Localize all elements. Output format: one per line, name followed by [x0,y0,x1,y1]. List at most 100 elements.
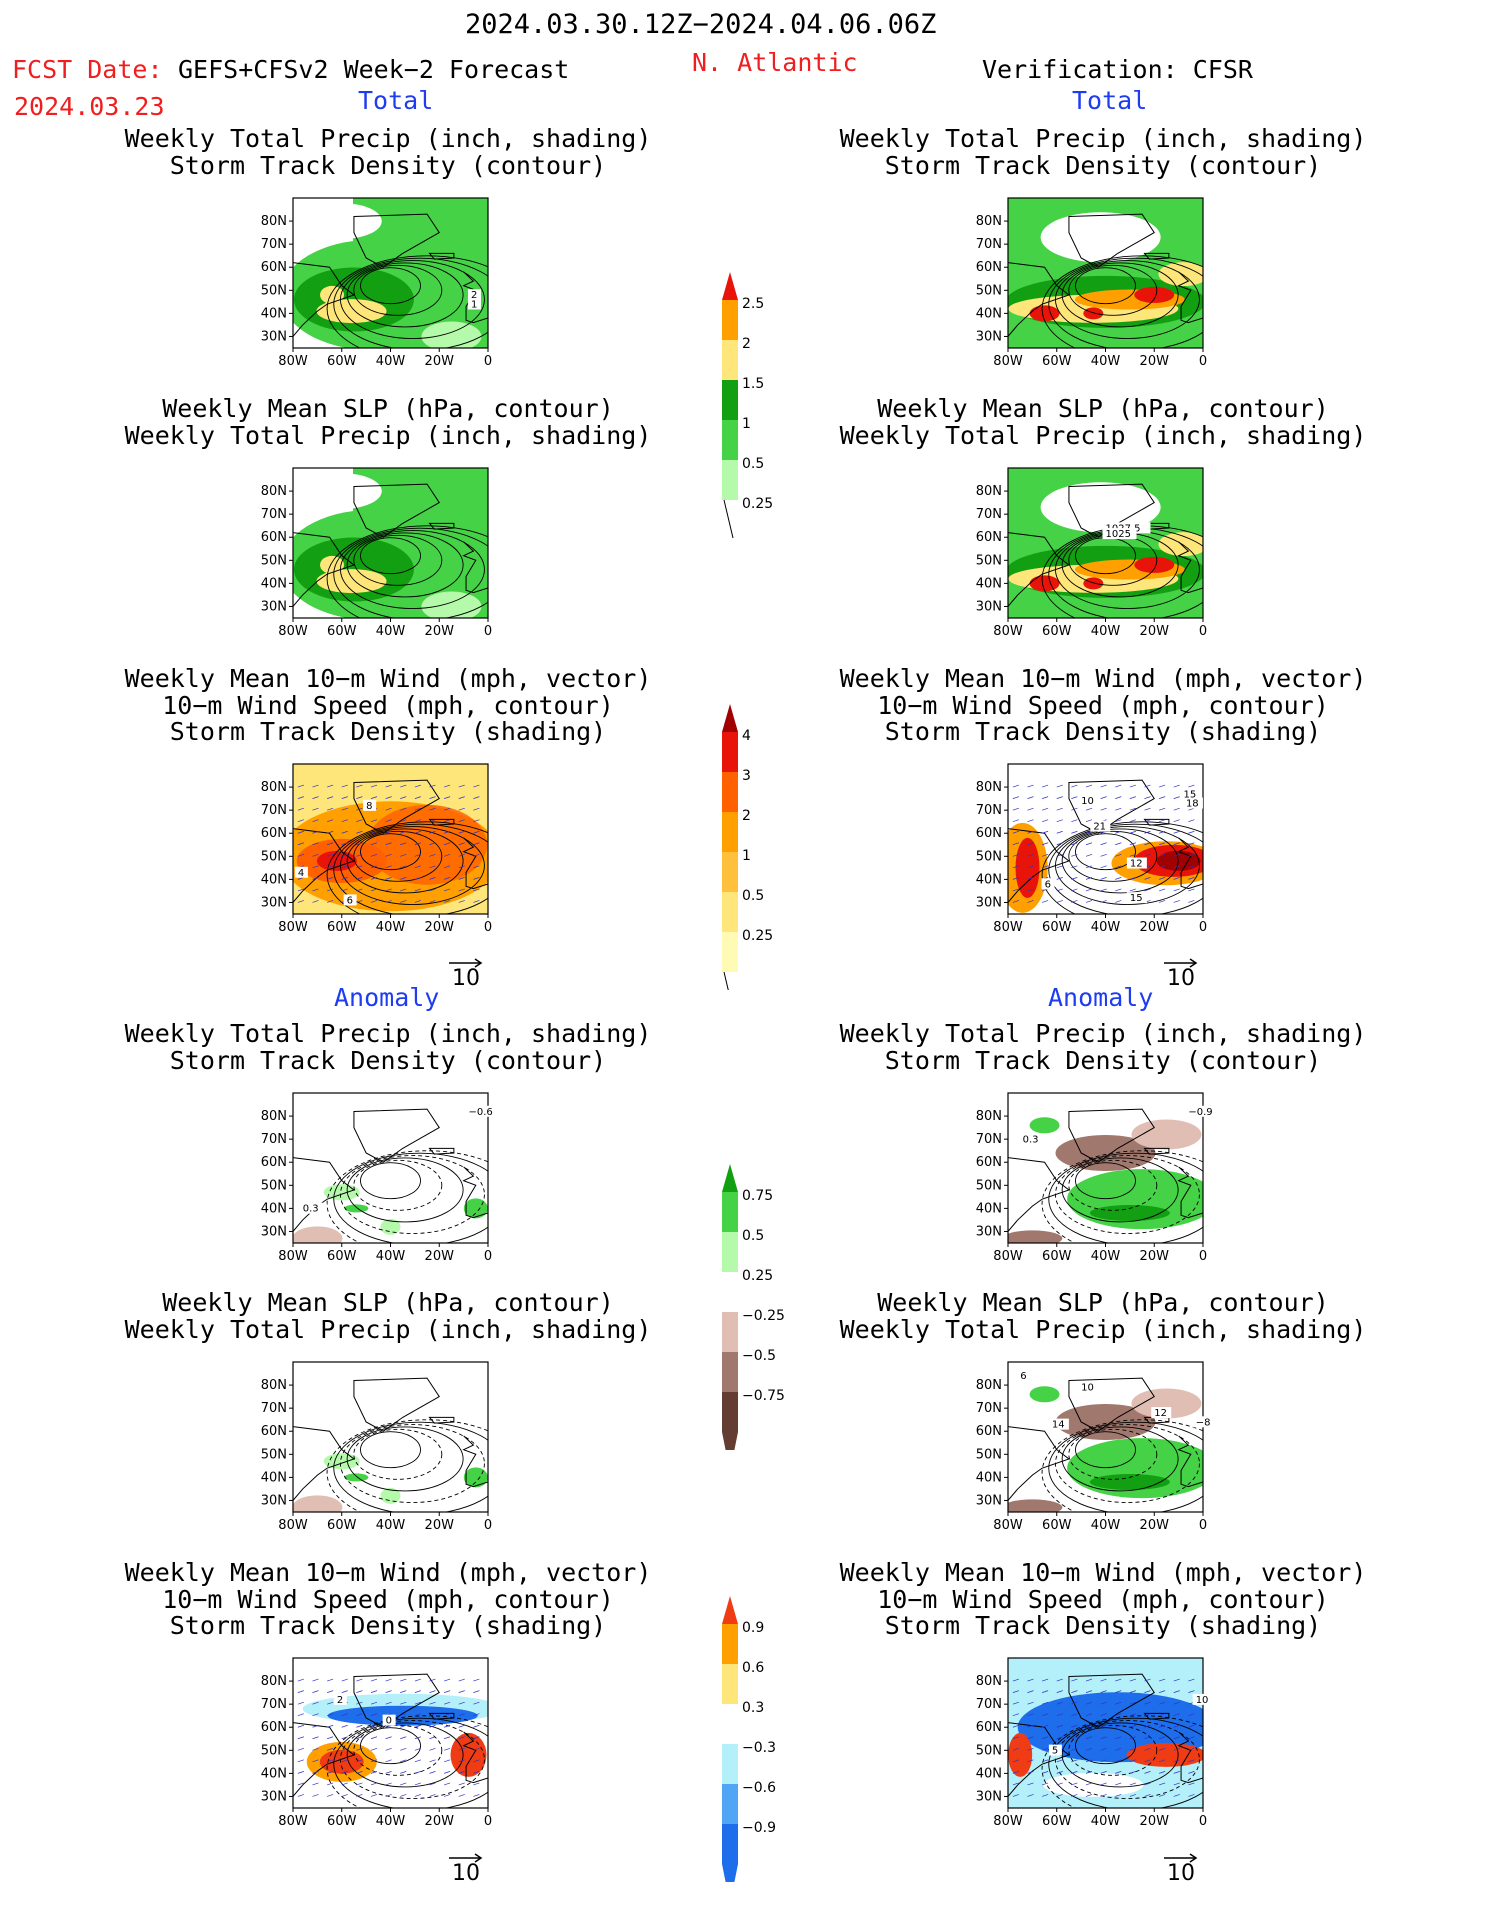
vector-ref-arrow-ver-total [1164,958,1198,968]
colorbar-storm-total: 4 3 2 1 0.5 0.25 [722,704,773,990]
wind-vector [1115,853,1122,857]
title-line-1: Weekly Total Precip (inch, shading) [124,1019,652,1048]
wind-vector [1027,807,1034,811]
wind-vector [1159,1759,1166,1763]
lat-tick-label: 70N [976,237,1002,252]
wind-vector [1027,888,1034,892]
contour-line [1048,1421,1203,1512]
shading-area [293,1362,488,1512]
shading-area [323,1453,360,1470]
colorbar-tail [723,971,729,990]
wind-vector [458,1713,465,1717]
wind-vector [370,830,378,834]
wind-vector [473,900,480,903]
wind-vector [1100,1678,1107,1682]
contour-label-bg [1048,1744,1062,1756]
wind-vector [1042,796,1049,799]
europe-outline [1177,271,1203,324]
wind-vector [1056,1690,1063,1693]
wind-vector [1042,1701,1049,1705]
wind-vector [370,842,378,846]
wind-vector [1056,796,1063,799]
wind-vector [1159,865,1166,869]
region-label: N. Atlantic [692,48,858,77]
wind-vector [429,784,436,788]
lat-tick-label: 50N [261,1447,287,1462]
lon-tick-label: 20W [1140,1518,1170,1533]
title-line-1: Weekly Mean 10−m Wind (mph, vector) [124,664,652,693]
wind-vector [429,853,436,857]
shading-area [301,203,382,240]
wind-vector [297,1690,304,1693]
lon-tick-label: 60W [327,354,357,369]
lat-tick-label: 40N [261,872,287,887]
wind-vector [1188,819,1195,823]
contour-line [1041,255,1203,348]
lat-tick-label: 80N [976,484,1002,499]
colorbar-segment [722,1704,738,1744]
wind-vector [370,900,378,903]
wind-vector [414,796,421,799]
wind-vector [1085,1747,1093,1751]
wind-vector [1115,1759,1122,1763]
wind-vector [429,1713,436,1717]
wind-vector [1188,1794,1195,1797]
wind-vector [356,807,363,811]
wind-vector [370,1794,378,1797]
wind-vector [327,888,334,892]
wind-vector [414,1724,421,1728]
wind-vector [356,900,363,903]
wind-vector [356,1690,363,1693]
wind-vector [1056,853,1063,857]
wind-vector [458,1747,465,1751]
wind-vector [1144,1782,1151,1786]
wind-vector [1159,1771,1166,1774]
wind-vector [473,1678,480,1682]
wind-vector [1115,1736,1122,1740]
title-line-1: Weekly Mean 10−m Wind (mph, vector) [124,1558,652,1587]
wind-vector [1056,819,1063,823]
wind-vector [341,842,348,846]
lon-tick-label: 0 [1199,624,1207,639]
wind-vector [458,1690,465,1693]
lat-tick-label: 30N [976,895,1002,910]
shading-area [1131,1119,1202,1150]
title-line-2: Weekly Total Precip (inch, shading) [124,1314,652,1344]
wind-vector [297,1678,304,1682]
shading-area [463,1198,488,1219]
wind-vector [1173,1771,1180,1774]
colorbar-label: −0.9 [742,1820,776,1836]
wind-vector [1100,1736,1107,1740]
section-anomaly-verification: Anomaly [1048,983,1154,1012]
europe-outline [462,1166,488,1219]
lat-tick-label: 50N [976,1178,1002,1193]
contour-label: 15 [1184,789,1197,800]
wind-vector [1012,1794,1019,1797]
wind-vector [1012,819,1019,823]
title-line-2: Weekly Total Precip (inch, shading) [839,1314,1367,1344]
wind-vector [444,1690,451,1693]
shading-area [421,321,482,348]
lon-tick-label: 60W [1042,1249,1072,1264]
map-fields [293,1362,488,1512]
wind-vector [356,830,363,834]
contour-label: 0.3 [1023,1134,1039,1145]
wind-vector [1100,877,1107,880]
wind-vector [1027,1771,1034,1774]
wind-vector [341,819,348,823]
wind-vector [1071,807,1078,811]
wind-vector [1173,784,1180,788]
shading-area [1008,1230,1063,1243]
wind-vector [1085,877,1093,880]
wind-vector [1085,1794,1093,1797]
lat-tick-label: 60N [976,826,1002,841]
contour-label: 0.3 [303,1204,319,1215]
contour-label-bg [1126,857,1147,869]
wind-vector [297,830,304,834]
wind-vector [429,819,436,823]
lon-tick-label: 20W [425,1249,455,1264]
lon-tick-label: 40W [376,624,406,639]
wind-vector [1012,1678,1019,1682]
lon-tick-label: 40W [376,1814,406,1829]
